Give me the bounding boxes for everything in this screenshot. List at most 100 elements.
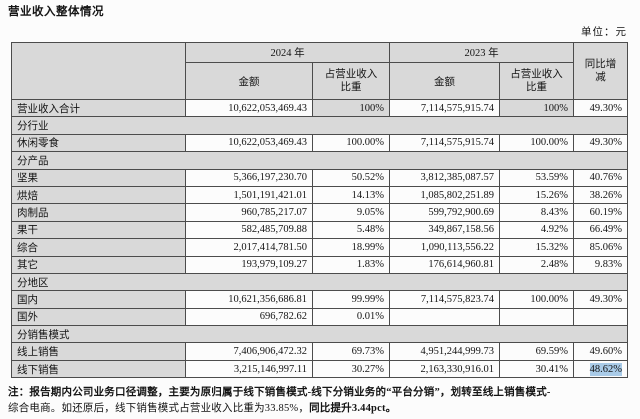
- table-row: 其它 193,979,109.27 1.83% 176,614,960.81 2.48%…: [11, 255, 628, 274]
- section-label: 分行业: [11, 116, 628, 135]
- selected-text-highlight: 48.62%: [589, 362, 622, 376]
- amount-2024-cell: 2,017,414,781.50: [185, 238, 313, 257]
- section-row: 分产品: [11, 151, 628, 170]
- amount-2023-cell: 1,085,802,251.89: [389, 185, 500, 205]
- pct-2023-cell: 2.48%: [499, 255, 574, 274]
- pct-2024-cell: 69.73%: [312, 342, 390, 361]
- yoy-cell: 40.76%: [573, 168, 628, 187]
- table-row: 国内 10,621,356,686.81 99.99% 7,114,575,823.7…: [11, 290, 628, 309]
- row-label-cell: 线下销售: [11, 359, 186, 379]
- yoy-cell: 38.26%: [573, 185, 628, 205]
- header-pct-2023: 占营业收入比重: [499, 62, 574, 100]
- pct-2024-cell: 9.05%: [312, 203, 390, 222]
- amount-2023-cell: 1,090,113,556.22: [389, 238, 500, 257]
- amount-2024-cell: 1,501,191,421.01: [185, 185, 313, 205]
- amount-2023-cell: [389, 307, 500, 327]
- table-row: 烘焙 1,501,191,421.01 14.13% 1,085,802,251.89…: [11, 185, 628, 205]
- amount-2024-cell: 3,215,146,997.11: [185, 359, 313, 379]
- amount-2024-cell: 582,485,709.88: [185, 220, 313, 240]
- row-label-cell: 烘焙: [11, 185, 186, 205]
- amount-2024-cell: 5,366,197,230.70: [185, 168, 313, 187]
- pct-2024-cell: 100%: [312, 98, 390, 118]
- header-category-blank: [11, 42, 186, 100]
- pct-2023-cell: 4.92%: [499, 220, 574, 240]
- amount-2023-cell: 3,812,385,087.57: [389, 168, 500, 187]
- pct-2024-cell: 14.13%: [312, 185, 390, 205]
- pct-2023-cell: 100.00%: [499, 290, 574, 309]
- amount-2023-cell: 599,792,900.69: [389, 203, 500, 222]
- row-label-cell: 果干: [11, 220, 186, 240]
- yoy-cell: 49.30%: [573, 98, 628, 118]
- table-row: 坚果 5,366,197,230.70 50.52% 3,812,385,087.57…: [11, 168, 628, 187]
- yoy-cell: 49.30%: [573, 133, 628, 153]
- unit-label: 单位：元: [581, 27, 627, 38]
- yoy-cell: [573, 307, 628, 327]
- row-label-cell: 肉制品: [11, 203, 186, 222]
- pct-2024-cell: 100.00%: [312, 133, 390, 153]
- row-label-cell: 休闲零食: [11, 133, 186, 153]
- amount-2024-cell: 7,406,906,472.32: [185, 342, 313, 361]
- header-row-years: 2024 年 2023 年 同比增减: [11, 42, 628, 100]
- header-year-2023: 2023 年: [389, 42, 574, 63]
- yoy-cell: 9.83%: [573, 255, 628, 274]
- pct-2023-cell: 30.41%: [499, 359, 574, 379]
- yoy-cell: 66.49%: [573, 220, 628, 240]
- row-label-cell: 线上销售: [11, 342, 186, 361]
- pct-2023-cell: 15.26%: [499, 185, 574, 205]
- pct-2023-cell: 8.43%: [499, 203, 574, 222]
- table-header: 2024 年 2023 年 同比增减 金额 占营业收入比重 金额 占营业收入比重: [11, 42, 628, 100]
- header-row-measures: 金额 占营业收入比重 金额 占营业收入比重: [12, 62, 628, 100]
- section-label: 分地区: [11, 272, 628, 292]
- section-label: 分销售模式: [11, 325, 628, 344]
- footnote: 注：报告期内公司业务口径调整，主要为原归属于线下销售模式-线下分销业务的“平台分…: [8, 385, 634, 416]
- revenue-table: 2024 年 2023 年 同比增减 金额 占营业收入比重 金额 占营业收入比重…: [11, 42, 628, 379]
- table-row: 线上销售 7,406,906,472.32 69.73% 4,951,244,999.…: [11, 342, 628, 361]
- table-row: 线下销售 3,215,146,997.11 30.27% 2,163,330,916.…: [11, 359, 628, 379]
- row-label-cell: 其它: [11, 255, 186, 274]
- amount-2024-cell: 960,785,217.07: [185, 203, 313, 222]
- amount-2024-cell: 193,979,109.27: [185, 255, 313, 274]
- header-year-2024: 2024 年: [185, 42, 390, 63]
- amount-2023-cell: 4,951,244,999.73: [389, 342, 500, 361]
- table-row: 综合 2,017,414,781.50 18.99% 1,090,113,556.22…: [11, 238, 628, 257]
- row-label-cell: 坚果: [11, 168, 186, 187]
- pct-2024-cell: 99.99%: [312, 290, 390, 309]
- amount-2024-cell: 10,621,356,686.81: [185, 290, 313, 309]
- amount-2023-cell: 176,614,960.81: [389, 255, 500, 274]
- amount-2024-cell: 696,782.62: [185, 307, 313, 327]
- row-label-cell: 国外: [11, 307, 186, 327]
- footnote-seg3: 同比提升3.44pct。: [309, 402, 397, 414]
- yoy-cell: 48.62%: [573, 359, 628, 379]
- table-row: 休闲零食 10,622,053,469.43 100.00% 7,114,575,91…: [11, 133, 628, 153]
- section-row: 分地区: [11, 272, 628, 292]
- row-label-cell: 营业收入合计: [11, 98, 186, 118]
- page-title: 营业收入整体情况: [8, 6, 104, 18]
- amount-2024-cell: 10,622,053,469.43: [185, 98, 313, 118]
- header-yoy-change: 同比增减: [573, 42, 628, 100]
- yoy-cell: 85.06%: [573, 238, 628, 257]
- pct-2024-cell: 5.48%: [312, 220, 390, 240]
- section-row: 分行业: [11, 116, 628, 135]
- row-label-cell: 国内: [11, 290, 186, 309]
- pct-2023-cell: 100%: [499, 98, 574, 118]
- yoy-cell: 49.30%: [573, 290, 628, 309]
- amount-2023-cell: 7,114,575,823.74: [389, 290, 500, 309]
- section-row: 分销售模式: [11, 325, 628, 344]
- table-row: 营业收入合计 10,622,053,469.43 100% 7,114,575,915…: [11, 98, 628, 118]
- pct-2023-cell: 69.59%: [499, 342, 574, 361]
- pct-2023-cell: 53.59%: [499, 168, 574, 187]
- table-row: 肉制品 960,785,217.07 9.05% 599,792,900.69 8.43…: [11, 203, 628, 222]
- amount-2023-cell: 349,867,158.56: [389, 220, 500, 240]
- table-row: 国外 696,782.62 0.01%: [11, 307, 628, 327]
- pct-2024-cell: 1.83%: [312, 255, 390, 274]
- footnote-seg1: 注：报告期内公司业务口径调整，主要为原归属于线下销售模式-线下分销业务的“平台分…: [8, 387, 551, 398]
- pct-2024-cell: 0.01%: [312, 307, 390, 327]
- pct-2023-cell: 100.00%: [499, 133, 574, 153]
- amount-2024-cell: 10,622,053,469.43: [185, 133, 313, 153]
- amount-2023-cell: 2,163,330,916.01: [389, 359, 500, 379]
- footnote-seg2: 综合电商。如还原后，线下销售模式占营业收入比重为33.85%，: [8, 402, 310, 414]
- yoy-cell: 60.19%: [573, 203, 628, 222]
- amount-2023-cell: 7,114,575,915.74: [389, 98, 500, 118]
- header-amount-2024: 金额: [185, 62, 313, 100]
